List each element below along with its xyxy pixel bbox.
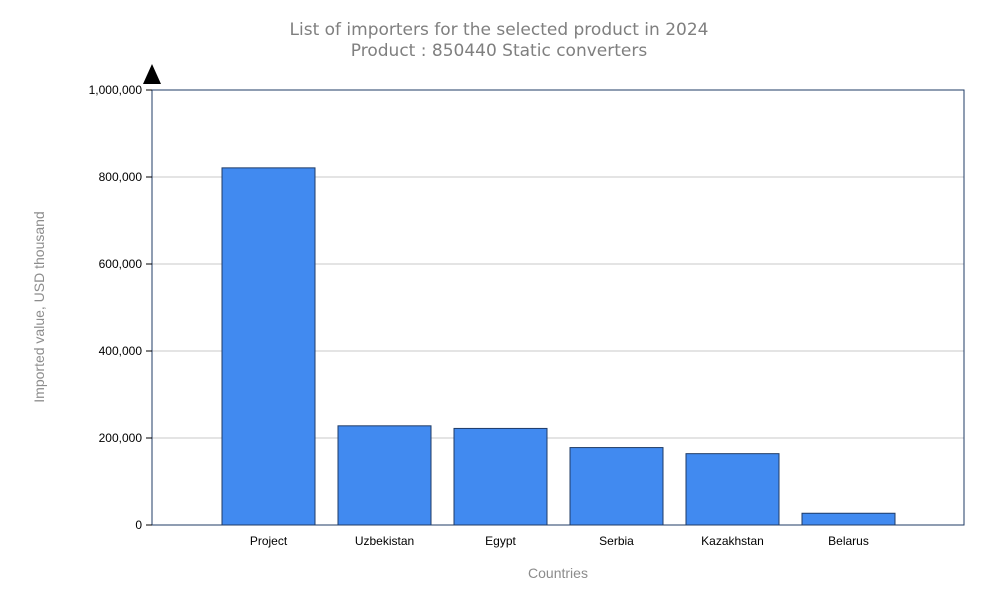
y-tick-label: 0: [135, 518, 142, 532]
y-axis-title: Imported value, USD thousand: [31, 211, 47, 402]
bars: [221, 167, 896, 526]
bar-uzbekistan[interactable]: [337, 425, 432, 526]
bar-egypt[interactable]: [453, 427, 548, 526]
y-tick-label: 800,000: [99, 170, 143, 184]
plot-frame: [151, 89, 965, 526]
x-axis-title: Countries: [528, 565, 588, 581]
y-tick-label: 200,000: [99, 431, 143, 445]
bar-serbia[interactable]: [569, 447, 664, 526]
y-tick-label: 600,000: [99, 257, 143, 271]
y-axis-arrow-icon: [143, 64, 161, 84]
y-tick-label: 400,000: [99, 344, 143, 358]
x-tick-label: Serbia: [599, 534, 634, 548]
x-tick-label: Belarus: [828, 534, 869, 548]
bar-belarus[interactable]: [801, 512, 896, 526]
y-axis-ticks: 0 200,000 400,000 600,000 800,000 1,000,000: [89, 83, 152, 532]
x-tick-label: Kazakhstan: [701, 534, 764, 548]
bar-project[interactable]: [221, 167, 316, 526]
x-axis-ticks: Project Uzbekistan Egypt Serbia Kazakhstan Be…: [250, 534, 869, 548]
y-tick-label: 1,000,000: [89, 83, 143, 97]
chart-title: List of importers for the selected produ…: [290, 20, 709, 40]
chart-subtitle: Product : 850440 Static converters: [351, 41, 648, 61]
bar-kazakhstan[interactable]: [685, 453, 780, 526]
x-tick-label: Egypt: [485, 534, 516, 548]
x-tick-label: Uzbekistan: [355, 534, 414, 548]
x-tick-label: Project: [250, 534, 288, 548]
